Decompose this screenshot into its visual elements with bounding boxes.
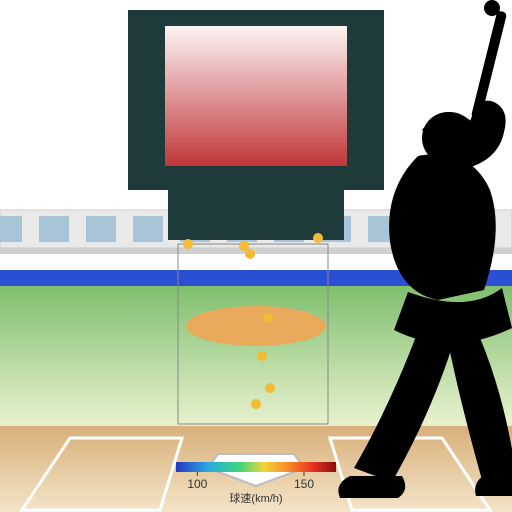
pitch-dot — [251, 399, 261, 409]
pitch-location-chart: 100 150 球速(km/h) — [0, 0, 512, 512]
pitch-dot — [313, 233, 323, 243]
stand-window — [0, 216, 22, 242]
pitch-dot — [257, 351, 267, 361]
stand-window — [86, 216, 116, 242]
colorbar-label: 球速(km/h) — [229, 491, 282, 505]
scoreboard-screen — [165, 26, 347, 166]
pitch-dot — [245, 249, 255, 259]
stand-window — [39, 216, 69, 242]
pitch-dot — [239, 241, 249, 251]
pitch-dot — [183, 239, 193, 249]
scoreboard-pillar — [168, 190, 344, 240]
colorbar-tick-label: 150 — [294, 477, 314, 491]
velocity-colorbar — [176, 462, 336, 472]
stand-window — [133, 216, 163, 242]
colorbar-tick-label: 100 — [187, 477, 207, 491]
pitchers-mound — [186, 306, 326, 346]
pitch-dot — [263, 313, 273, 323]
pitch-dot — [265, 383, 275, 393]
